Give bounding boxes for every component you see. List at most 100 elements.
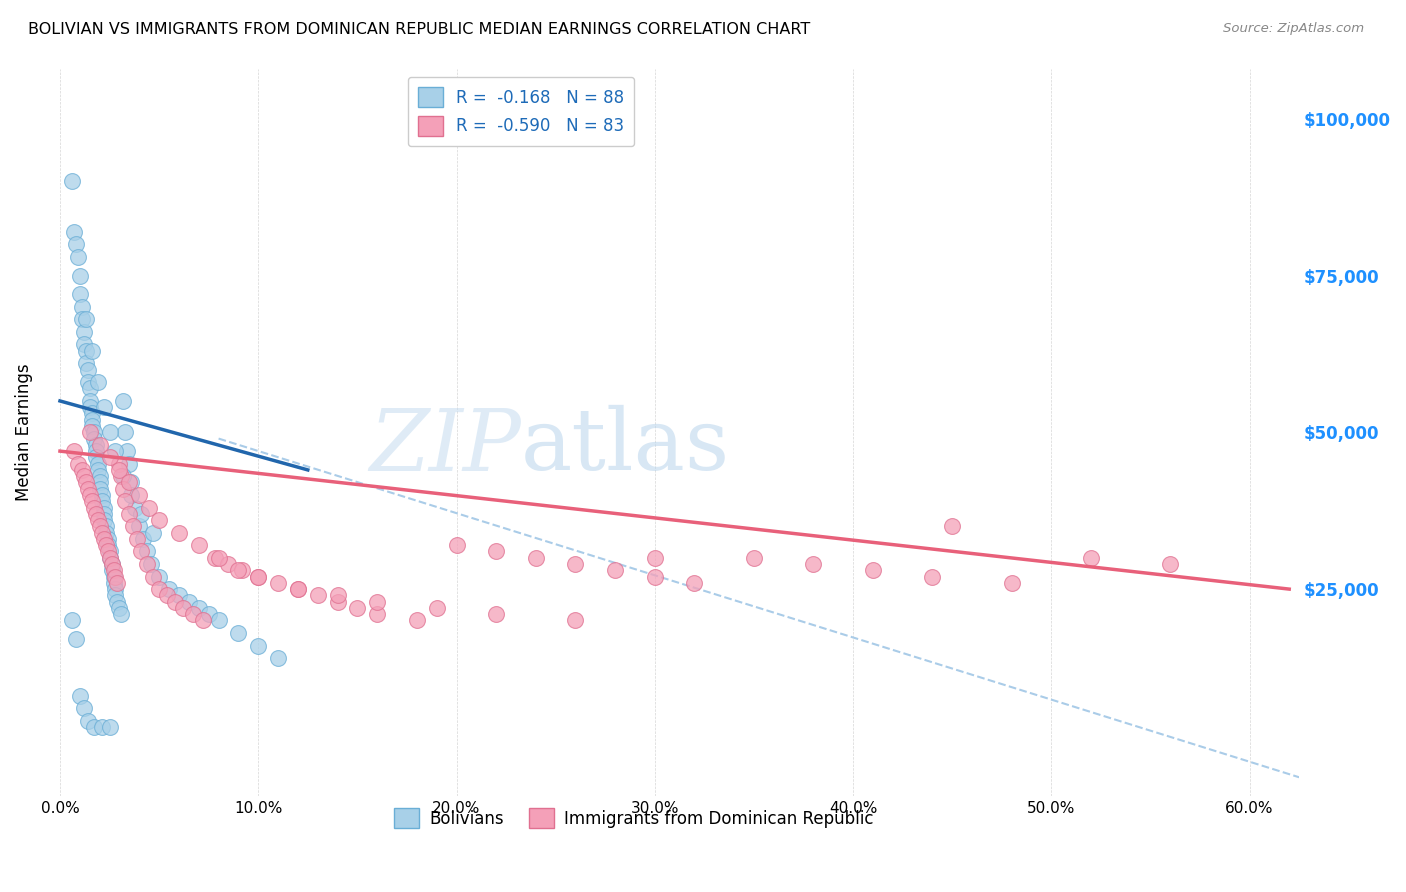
Point xyxy=(104,582,127,596)
Point xyxy=(73,325,96,339)
Point xyxy=(228,626,250,640)
Point xyxy=(267,575,290,590)
Point xyxy=(86,513,108,527)
Point xyxy=(247,569,270,583)
Point xyxy=(70,312,93,326)
Point xyxy=(485,607,508,622)
Point xyxy=(90,525,112,540)
Point xyxy=(75,312,97,326)
Point xyxy=(287,582,309,596)
Point xyxy=(326,594,349,608)
Point xyxy=(108,463,131,477)
Point xyxy=(86,375,108,389)
Point xyxy=(89,469,111,483)
Text: Source: ZipAtlas.com: Source: ZipAtlas.com xyxy=(1223,22,1364,36)
Point xyxy=(129,544,152,558)
Point xyxy=(63,225,86,239)
Point xyxy=(110,469,132,483)
Point xyxy=(1001,575,1024,590)
Point xyxy=(83,720,105,734)
Point xyxy=(114,494,136,508)
Point xyxy=(136,557,159,571)
Point xyxy=(80,413,103,427)
Point xyxy=(287,582,309,596)
Point xyxy=(73,337,96,351)
Point xyxy=(93,532,115,546)
Point xyxy=(98,550,121,565)
Point xyxy=(191,614,214,628)
Point xyxy=(426,601,449,615)
Point xyxy=(446,538,468,552)
Point xyxy=(1159,557,1181,571)
Point xyxy=(138,500,160,515)
Point xyxy=(247,569,270,583)
Point xyxy=(187,538,209,552)
Point xyxy=(172,601,194,615)
Point xyxy=(167,525,190,540)
Text: ZIP: ZIP xyxy=(370,406,522,488)
Point xyxy=(110,607,132,622)
Point xyxy=(93,401,115,415)
Text: atlas: atlas xyxy=(522,405,730,489)
Point xyxy=(228,563,250,577)
Point xyxy=(94,538,117,552)
Point xyxy=(65,632,87,647)
Point xyxy=(187,601,209,615)
Point xyxy=(83,500,105,515)
Point xyxy=(98,425,121,440)
Y-axis label: Median Earnings: Median Earnings xyxy=(15,364,32,501)
Point xyxy=(83,432,105,446)
Point xyxy=(98,550,121,565)
Point xyxy=(148,513,170,527)
Point xyxy=(103,575,125,590)
Point xyxy=(267,651,290,665)
Point xyxy=(132,532,155,546)
Point xyxy=(76,375,98,389)
Point xyxy=(90,488,112,502)
Point xyxy=(204,550,226,565)
Point xyxy=(104,444,127,458)
Point xyxy=(94,525,117,540)
Point xyxy=(862,563,884,577)
Point xyxy=(231,563,253,577)
Point xyxy=(683,575,706,590)
Point xyxy=(564,614,586,628)
Point xyxy=(65,237,87,252)
Point xyxy=(60,174,83,188)
Point xyxy=(118,507,141,521)
Point xyxy=(94,519,117,533)
Point xyxy=(96,544,118,558)
Point xyxy=(156,588,179,602)
Point xyxy=(118,457,141,471)
Point xyxy=(69,287,91,301)
Point xyxy=(63,444,86,458)
Point xyxy=(80,407,103,421)
Point xyxy=(803,557,825,571)
Point xyxy=(118,475,141,490)
Point xyxy=(107,594,129,608)
Point xyxy=(69,268,91,283)
Point xyxy=(644,550,666,565)
Point xyxy=(90,720,112,734)
Point xyxy=(112,482,135,496)
Point xyxy=(75,475,97,490)
Point xyxy=(128,519,150,533)
Point xyxy=(207,614,229,628)
Point xyxy=(76,714,98,728)
Point xyxy=(79,381,101,395)
Point xyxy=(181,607,204,622)
Point xyxy=(167,588,190,602)
Point xyxy=(76,482,98,496)
Point xyxy=(89,482,111,496)
Point xyxy=(107,575,129,590)
Point xyxy=(89,438,111,452)
Point xyxy=(114,425,136,440)
Point xyxy=(218,557,240,571)
Point xyxy=(108,601,131,615)
Point xyxy=(644,569,666,583)
Point xyxy=(120,475,142,490)
Point xyxy=(100,557,122,571)
Point xyxy=(307,588,329,602)
Point xyxy=(98,544,121,558)
Point xyxy=(79,488,101,502)
